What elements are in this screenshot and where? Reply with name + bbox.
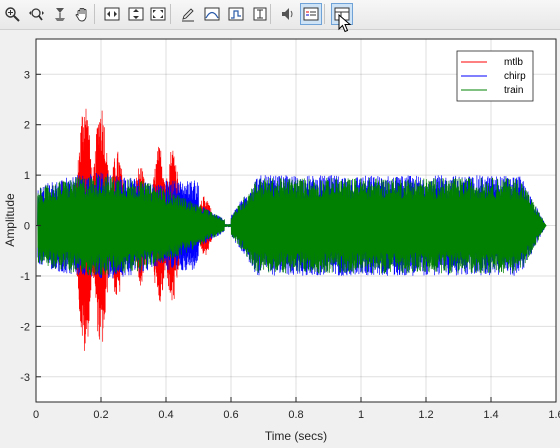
measure-tool-icon [228, 7, 244, 21]
y-tick-label: 2 [24, 120, 30, 132]
toolbar-separator [94, 4, 95, 24]
series-line-train [36, 175, 547, 276]
plot-figure: 0 0.2 0.4 0.6 0.8 1 1.2 1.4 1.6 -3 -2 -1 0 1 2 3 Time (… [3, 38, 560, 443]
toolbar-separator [324, 4, 325, 24]
y-tick-label: 3 [24, 69, 30, 81]
data-cursor-icon [55, 8, 65, 21]
data-cursor-button[interactable] [49, 3, 71, 25]
peak-tool-button[interactable] [201, 3, 223, 25]
speaker-button[interactable] [277, 3, 299, 25]
measure-tool-button[interactable] [225, 3, 247, 25]
x-tick-label: 0.2 [93, 409, 108, 421]
y-tick-label: -2 [20, 321, 30, 333]
y-tick-label: 0 [24, 221, 30, 233]
edit-pencil-button[interactable] [177, 3, 199, 25]
pan-hand-button[interactable] [71, 3, 93, 25]
legend[interactable]: mtlb chirp train [456, 50, 534, 102]
peak-tool-icon [204, 7, 220, 21]
x-tick-label: 1 [358, 409, 364, 421]
zoom-x-button[interactable] [25, 3, 47, 25]
x-tick-label: 1.2 [418, 409, 433, 421]
y-tick-label: -1 [20, 271, 30, 283]
mouse-cursor-icon [338, 14, 352, 33]
x-tick-label: 0 [33, 409, 39, 421]
toolbar-separator [270, 4, 271, 24]
fit-vertical-icon [128, 7, 144, 21]
pan-hand-icon [75, 8, 87, 22]
x-tick-label: 0.4 [158, 409, 173, 421]
fit-horizontal-icon [104, 7, 120, 21]
legend-label-mtlb: mtlb [504, 57, 523, 68]
speaker-icon [282, 8, 293, 20]
marker-tool-button[interactable] [249, 3, 271, 25]
marker-tool-icon [253, 7, 267, 21]
edit-pencil-icon [182, 8, 194, 22]
legend-toggle-icon [303, 7, 319, 21]
legend-label-chirp: chirp [504, 71, 526, 82]
zoom-x-icon [29, 8, 44, 21]
x-tick-label: 0.8 [288, 409, 303, 421]
fit-horizontal-button[interactable] [101, 3, 123, 25]
legend-label-train: train [504, 85, 523, 96]
fit-vertical-button[interactable] [125, 3, 147, 25]
zoom-in-button[interactable] [1, 3, 23, 25]
y-tick-label: 1 [24, 170, 30, 182]
figure-toolbar [0, 0, 560, 30]
x-tick-label: 1.4 [483, 409, 498, 421]
x-tick-label: 1.6 [548, 409, 560, 421]
layout-panel-button[interactable] [331, 3, 353, 25]
fit-all-button[interactable] [147, 3, 169, 25]
y-axis-label: Amplitude [3, 193, 17, 247]
legend-toggle-button[interactable] [300, 3, 322, 25]
x-axis-label: Time (secs) [265, 429, 327, 443]
toolbar-separator [170, 4, 171, 24]
x-tick-label: 0.6 [223, 409, 238, 421]
signal-traces [36, 108, 547, 351]
y-tick-label: -3 [20, 372, 30, 384]
axis-ticks: 0 0.2 0.4 0.6 0.8 1 1.2 1.4 1.6 -3 -2 -1 0 1 2 3 [20, 69, 560, 421]
zoom-in-icon [5, 7, 20, 22]
fit-all-icon [150, 7, 166, 21]
